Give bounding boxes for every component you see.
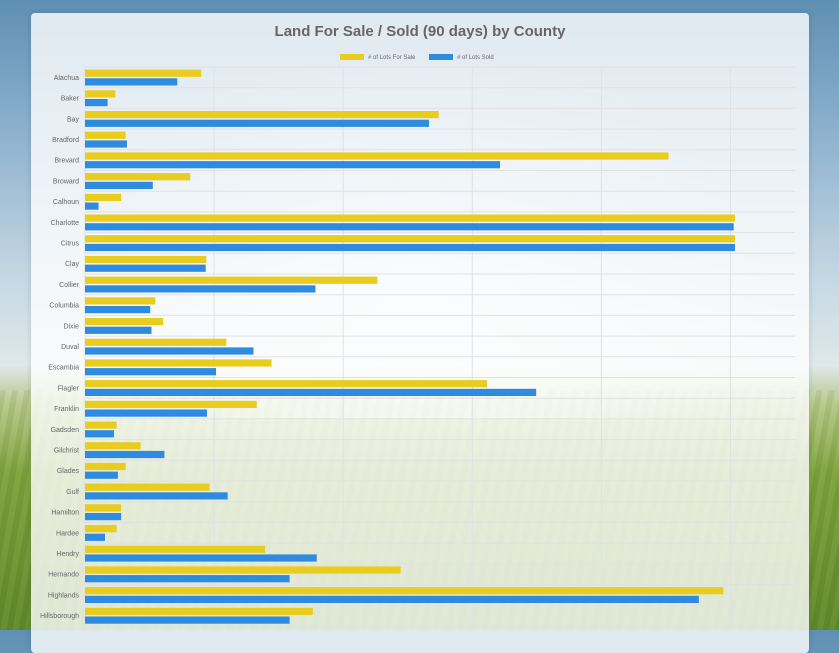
category-labels: Alachua Baker Bay Bradford Brevard Broward Cal…	[40, 75, 80, 620]
category-label: Highlands	[48, 592, 80, 599]
bar-sold[interactable]	[85, 430, 115, 438]
bar-sold[interactable]	[85, 492, 228, 500]
bar-for-sale[interactable]	[85, 359, 272, 367]
category-label: Collier	[59, 282, 80, 289]
category-label: Charlotte	[51, 220, 80, 227]
bar-for-sale[interactable]	[85, 442, 141, 450]
category-label: Gadsden	[51, 427, 80, 434]
bar-for-sale[interactable]	[85, 214, 735, 222]
bars	[85, 69, 735, 624]
bar-for-sale[interactable]	[85, 421, 117, 429]
category-label: Calhoun	[53, 199, 79, 206]
category-label: Broward	[53, 178, 79, 185]
category-label: Bay	[67, 116, 80, 123]
bar-for-sale[interactable]	[85, 504, 122, 512]
category-label: Brevard	[54, 158, 79, 165]
category-label: Gilchrist	[54, 447, 79, 454]
bar-for-sale[interactable]	[85, 152, 669, 160]
legend-label-sold: # of Lots Sold	[457, 55, 494, 61]
bar-sold[interactable]	[85, 264, 206, 272]
bar-for-sale[interactable]	[85, 69, 202, 77]
category-label: Escambia	[48, 365, 79, 372]
legend-label-for-sale: # of Lots For Sale	[368, 55, 416, 61]
gridlines	[84, 66, 795, 630]
bar-sold[interactable]	[85, 513, 122, 521]
bar-sold[interactable]	[85, 326, 152, 334]
bar-sold[interactable]	[85, 616, 290, 624]
bar-sold[interactable]	[85, 202, 99, 210]
legend-swatch-for-sale	[340, 54, 364, 60]
legend-swatch-sold	[429, 54, 453, 60]
bar-for-sale[interactable]	[85, 173, 191, 181]
category-label: Bradford	[52, 137, 79, 144]
bar-for-sale[interactable]	[85, 276, 378, 284]
bar-sold[interactable]	[85, 119, 430, 127]
bar-for-sale[interactable]	[85, 400, 257, 408]
bar-sold[interactable]	[85, 285, 316, 293]
bar-for-sale[interactable]	[85, 90, 116, 98]
category-label: Franklin	[54, 406, 79, 413]
bar-for-sale[interactable]	[85, 255, 207, 264]
bar-for-sale[interactable]	[85, 380, 488, 388]
category-label: Baker	[61, 96, 80, 103]
bar-sold[interactable]	[85, 181, 153, 189]
category-label: Flagler	[58, 385, 80, 392]
bar-chart: Land For Sale / Sold (90 days) by County…	[40, 23, 795, 630]
bar-sold[interactable]	[85, 450, 165, 459]
bar-sold[interactable]	[85, 347, 254, 355]
bar-sold[interactable]	[85, 140, 127, 148]
bar-sold[interactable]	[85, 99, 108, 107]
category-label: Hamilton	[51, 510, 79, 517]
category-label: Clay	[65, 261, 80, 268]
bar-for-sale[interactable]	[85, 318, 164, 326]
bar-for-sale[interactable]	[85, 462, 126, 471]
category-label: Dixie	[63, 323, 79, 330]
category-label: Hendry	[56, 551, 79, 558]
bar-sold[interactable]	[85, 243, 735, 252]
bar-for-sale[interactable]	[85, 587, 724, 595]
bar-for-sale[interactable]	[85, 483, 210, 491]
bar-for-sale[interactable]	[85, 607, 313, 615]
category-label: Gulf	[66, 489, 79, 496]
category-label: Hardee	[56, 530, 79, 537]
category-label: Hernando	[48, 572, 79, 579]
category-label: Citrus	[61, 240, 80, 247]
bar-for-sale[interactable]	[85, 566, 401, 574]
bar-for-sale[interactable]	[85, 545, 266, 553]
bar-for-sale[interactable]	[85, 131, 126, 139]
category-label: Alachua	[54, 75, 79, 82]
chart-title: Land For Sale / Sold (90 days) by County	[275, 23, 567, 40]
bar-for-sale[interactable]	[85, 338, 227, 346]
bar-for-sale[interactable]	[85, 111, 439, 119]
bar-sold[interactable]	[85, 161, 501, 169]
bar-sold[interactable]	[85, 471, 118, 479]
bar-for-sale[interactable]	[85, 525, 117, 533]
category-label: Duval	[61, 344, 79, 351]
category-label: Glades	[57, 468, 80, 475]
bar-sold[interactable]	[85, 368, 217, 376]
bar-for-sale[interactable]	[85, 193, 122, 201]
bar-sold[interactable]	[85, 595, 699, 603]
category-label: Hillsborough	[40, 613, 79, 620]
category-label: Columbia	[49, 303, 79, 310]
bar-sold[interactable]	[85, 554, 317, 562]
bar-for-sale[interactable]	[85, 235, 735, 243]
bar-sold[interactable]	[85, 388, 537, 396]
bar-sold[interactable]	[85, 78, 178, 86]
bar-sold[interactable]	[85, 409, 207, 417]
bar-sold[interactable]	[85, 306, 151, 314]
bar-sold[interactable]	[85, 575, 290, 583]
legend: # of Lots For Sale # of Lots Sold	[340, 54, 494, 61]
bar-for-sale[interactable]	[85, 297, 156, 305]
bar-sold[interactable]	[85, 533, 106, 541]
bar-sold[interactable]	[85, 223, 734, 231]
